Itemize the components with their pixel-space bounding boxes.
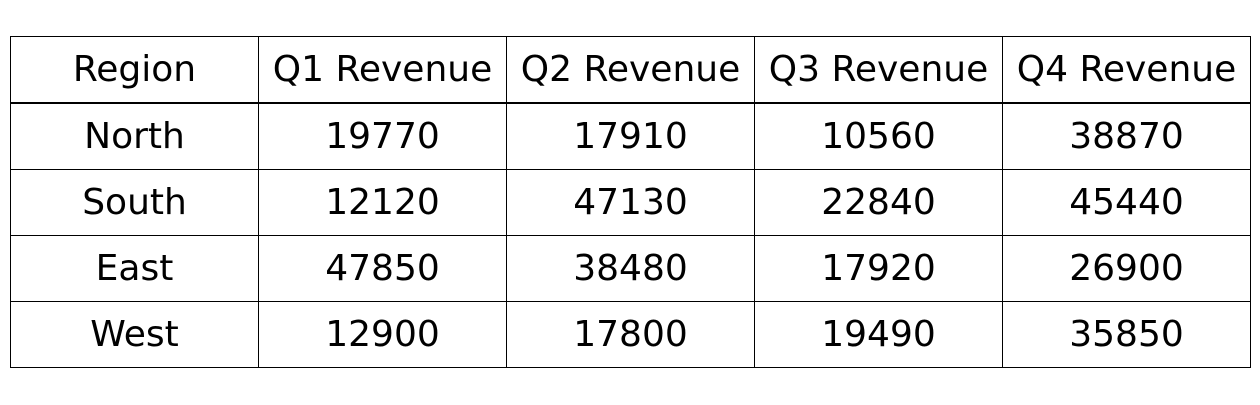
table-cell: 17800 — [506, 301, 755, 368]
table-header-row: Region Q1 Revenue Q2 Revenue Q3 Revenue … — [10, 36, 1251, 104]
table-cell: 12900 — [258, 301, 507, 368]
table-row: South 12120 47130 22840 45440 — [10, 169, 1251, 236]
table-cell: 38480 — [506, 235, 755, 302]
table-cell: 45440 — [1002, 169, 1251, 236]
table-row: West 12900 17800 19490 35850 — [10, 301, 1251, 368]
table-cell: South — [10, 169, 259, 236]
column-header: Q1 Revenue — [258, 36, 507, 104]
table-cell: 19490 — [754, 301, 1003, 368]
table-cell: 19770 — [258, 102, 507, 170]
revenue-table: Region Q1 Revenue Q2 Revenue Q3 Revenue … — [10, 36, 1251, 368]
table-cell: 38870 — [1002, 102, 1251, 170]
table-cell: 26900 — [1002, 235, 1251, 302]
column-header: Q4 Revenue — [1002, 36, 1251, 104]
table-cell: 12120 — [258, 169, 507, 236]
table-cell: North — [10, 102, 259, 170]
table-row: North 19770 17910 10560 38870 — [10, 102, 1251, 170]
table-cell: East — [10, 235, 259, 302]
table-cell: 47850 — [258, 235, 507, 302]
table-cell: 47130 — [506, 169, 755, 236]
table-cell: 17910 — [506, 102, 755, 170]
table-cell: 10560 — [754, 102, 1003, 170]
table-cell: 35850 — [1002, 301, 1251, 368]
table-cell: 17920 — [754, 235, 1003, 302]
column-header: Q3 Revenue — [754, 36, 1003, 104]
table-cell: 22840 — [754, 169, 1003, 236]
column-header: Q2 Revenue — [506, 36, 755, 104]
table-row: East 47850 38480 17920 26900 — [10, 235, 1251, 302]
table-cell: West — [10, 301, 259, 368]
column-header: Region — [10, 36, 259, 104]
